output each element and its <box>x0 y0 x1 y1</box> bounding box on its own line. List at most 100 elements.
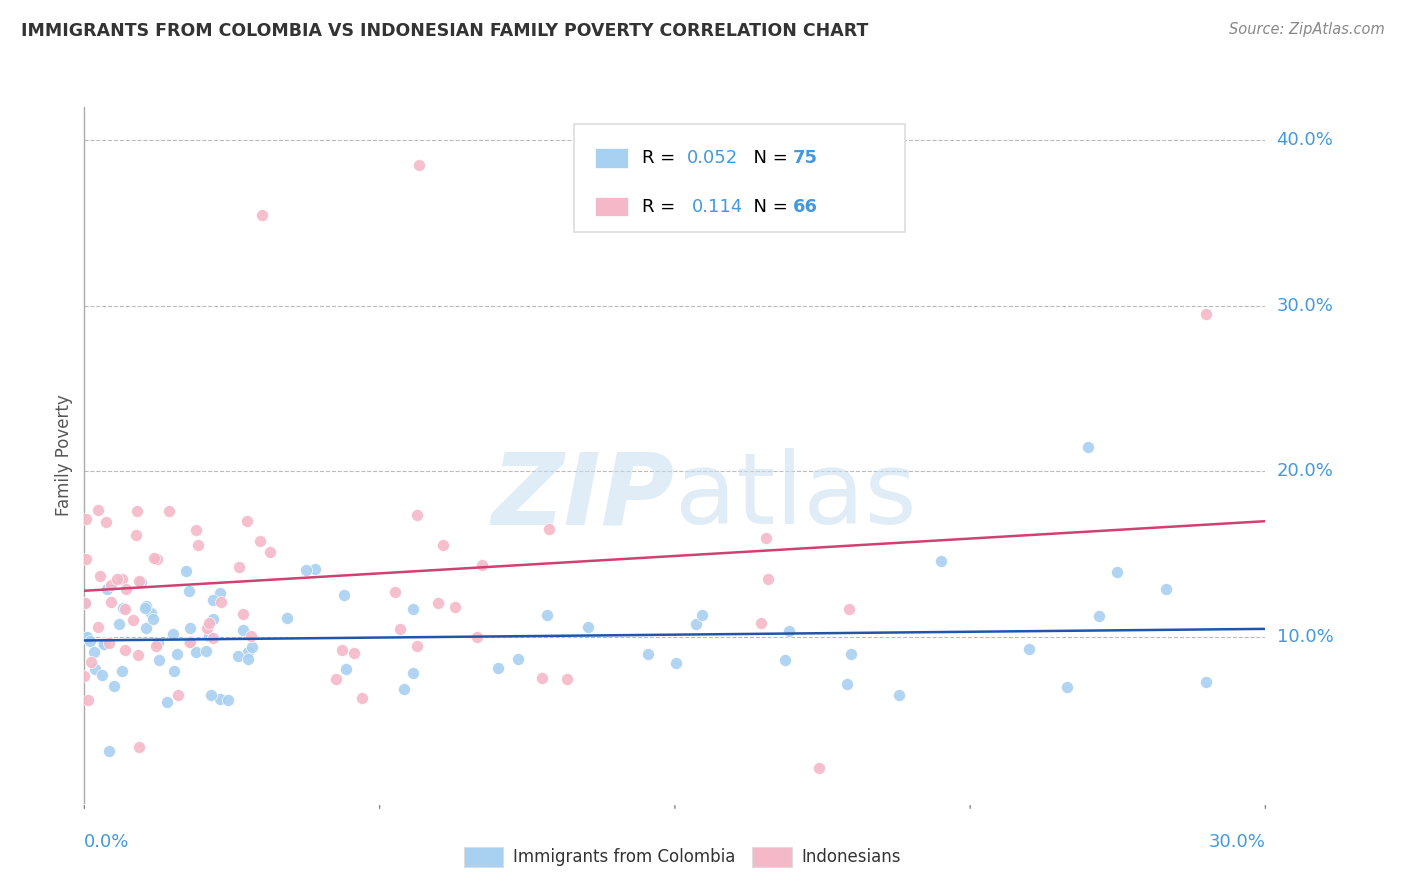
Point <box>754 532 776 546</box>
Point <box>87 502 110 516</box>
Point <box>536 608 558 623</box>
Point <box>146 636 169 650</box>
Point <box>93 636 115 650</box>
Point <box>506 652 529 666</box>
Point <box>89 569 111 583</box>
Point <box>111 664 134 678</box>
Point <box>93 637 115 651</box>
Point <box>112 600 135 615</box>
Point <box>100 578 122 592</box>
Point <box>335 662 357 676</box>
Point <box>838 602 860 616</box>
Text: ZIP: ZIP <box>492 448 675 545</box>
Point <box>75 551 97 566</box>
Point <box>146 552 169 566</box>
Text: Source: ZipAtlas.com: Source: ZipAtlas.com <box>1229 22 1385 37</box>
Point <box>236 651 259 665</box>
Point <box>209 595 232 609</box>
Text: Indonesians: Indonesians <box>801 848 901 866</box>
Point <box>228 648 250 663</box>
Point <box>83 645 105 659</box>
Point <box>179 635 201 649</box>
Point <box>1018 641 1040 656</box>
Point <box>197 621 219 635</box>
Point <box>835 676 858 690</box>
Point <box>1195 307 1218 321</box>
Text: 30.0%: 30.0% <box>1209 833 1265 851</box>
Point <box>218 693 240 707</box>
Point <box>114 582 136 596</box>
Point <box>405 639 427 653</box>
Point <box>773 653 796 667</box>
Point <box>232 607 254 622</box>
Point <box>76 631 98 645</box>
Point <box>87 620 110 634</box>
Point <box>179 621 201 635</box>
Text: R =: R = <box>641 149 681 167</box>
Point <box>91 637 114 651</box>
Point <box>103 679 125 693</box>
Point <box>108 616 131 631</box>
Point <box>156 695 179 709</box>
Point <box>75 512 97 526</box>
Text: R =: R = <box>641 198 686 216</box>
Text: N =: N = <box>742 198 794 216</box>
Point <box>576 620 599 634</box>
Point <box>91 668 114 682</box>
Text: atlas: atlas <box>675 448 917 545</box>
Point <box>114 643 136 657</box>
Point <box>685 616 707 631</box>
Point <box>122 613 145 627</box>
Point <box>1077 440 1099 454</box>
Point <box>232 623 254 637</box>
Point <box>332 588 354 602</box>
Point <box>250 208 273 222</box>
Point <box>197 615 219 630</box>
Point <box>537 522 560 536</box>
Point <box>75 596 97 610</box>
Point <box>330 643 353 657</box>
Point <box>555 672 578 686</box>
Point <box>1105 566 1128 580</box>
Point <box>427 596 450 610</box>
Point <box>177 635 200 649</box>
Point <box>125 528 148 542</box>
Point <box>177 584 200 599</box>
Point <box>240 640 263 654</box>
Point <box>163 664 186 678</box>
Text: 0.0%: 0.0% <box>84 833 129 851</box>
Point <box>531 671 554 685</box>
Point <box>756 572 779 586</box>
Point <box>465 630 488 644</box>
Point <box>405 508 427 522</box>
Point <box>236 644 259 658</box>
Point <box>402 602 425 616</box>
Text: 66: 66 <box>793 198 818 216</box>
Bar <box>595 148 627 168</box>
Point <box>295 563 318 577</box>
Point <box>486 661 509 675</box>
Point <box>187 538 209 552</box>
Point <box>325 672 347 686</box>
Point <box>73 669 96 683</box>
Point <box>100 595 122 609</box>
Point <box>84 662 107 676</box>
Point <box>127 648 149 662</box>
Point <box>1056 681 1078 695</box>
Point <box>209 691 232 706</box>
Point <box>135 599 157 614</box>
Point <box>97 744 120 758</box>
Point <box>167 688 190 702</box>
Point <box>128 574 150 589</box>
Point <box>202 612 225 626</box>
Point <box>145 639 167 653</box>
Point <box>76 630 98 644</box>
Text: N =: N = <box>742 149 794 167</box>
Point <box>98 636 121 650</box>
Point <box>444 600 467 615</box>
Point <box>142 612 165 626</box>
Text: Immigrants from Colombia: Immigrants from Colombia <box>513 848 735 866</box>
Point <box>637 648 659 662</box>
Point <box>128 740 150 755</box>
Point <box>1195 674 1218 689</box>
